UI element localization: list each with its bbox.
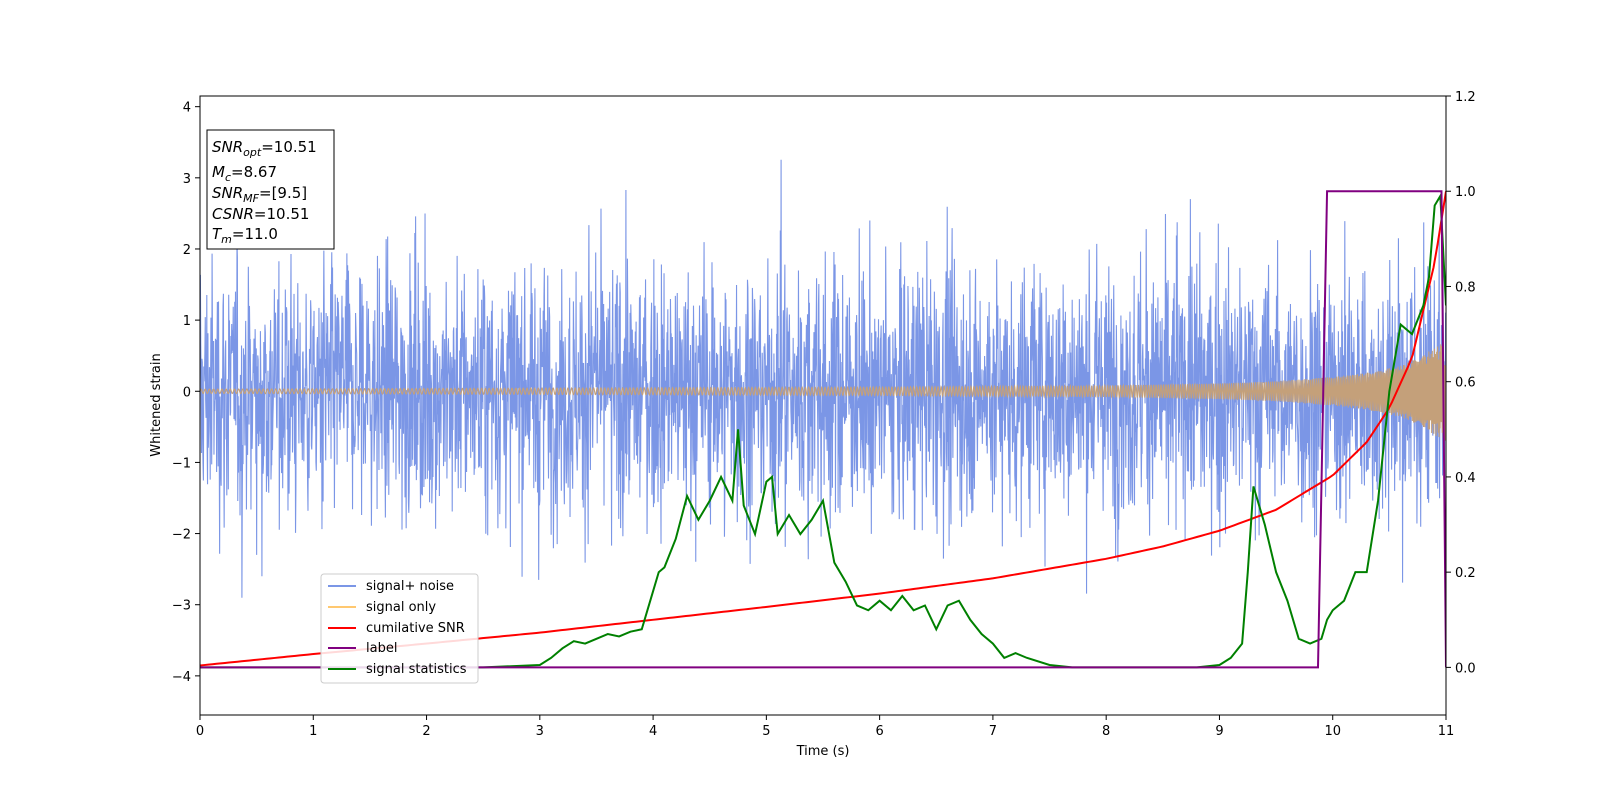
y-tick-label: 1 (183, 314, 191, 329)
axes-layer: 0 1 2 3 4 5 6 7 8 9 10 11 −4 −3 −2 −1 0 1 2 3 4 0.0 0.2 0.4 0.6 0… (172, 90, 1476, 739)
x-tick-label: 10 (1324, 724, 1341, 739)
x-tick-label: 3 (536, 724, 544, 739)
plot-frame (199, 95, 1447, 716)
y-tick-label: 4 (183, 101, 191, 116)
annotation-line-snr-opt: SNRopt=10.51 (212, 138, 317, 159)
x-tick-label: 1 (309, 724, 317, 739)
y-right-tick-label: 1.2 (1455, 90, 1476, 105)
y-right-tick-label: 0.0 (1455, 661, 1476, 676)
annotation-line-csnr: CSNR=10.51 (212, 205, 309, 223)
series-signal-plus-noise (200, 159, 1446, 598)
series-label (200, 190, 1446, 669)
x-tick-label: 9 (1215, 724, 1223, 739)
y-tick-label: 2 (183, 243, 191, 258)
x-tick-label: 0 (196, 724, 204, 739)
annotation-line-snr-mf: SNRMF=[9.5] (212, 184, 307, 205)
x-tick-label: 6 (875, 724, 883, 739)
y-right-tick-label: 1.0 (1455, 185, 1476, 200)
y-tick-label: −1 (172, 456, 191, 471)
legend-label-signal-statistics: signal statistics (366, 662, 467, 677)
y-tick-label: −3 (172, 599, 191, 614)
y-tick-label: −2 (172, 528, 191, 543)
legend-label-signal-only: signal only (366, 600, 436, 615)
series-signal-only (200, 344, 1446, 442)
annotation-line-mc: Mc=8.67 (212, 163, 277, 184)
y-right-tick-label: 0.8 (1455, 280, 1476, 295)
x-tick-label: 8 (1102, 724, 1110, 739)
legend-label-cumilative-snr: cumilative SNR (366, 621, 465, 636)
x-axis-label: Time (s) (796, 744, 850, 759)
x-tick-label: 4 (649, 724, 657, 739)
legend-label-label: label (366, 641, 397, 656)
annotation-box: SNRopt=10.51 Mc=8.67 SNRMF=[9.5] CSNR=10… (206, 129, 335, 250)
x-tick-label: 5 (762, 724, 770, 739)
y-right-tick-label: 0.2 (1455, 566, 1476, 581)
y-tick-label: 3 (183, 172, 191, 187)
y-tick-label: −4 (172, 670, 191, 685)
legend-label-signal-noise: signal+ noise (366, 579, 454, 594)
x-tick-label: 7 (989, 724, 997, 739)
y-right-tick-label: 0.6 (1455, 376, 1476, 391)
series-signal-statistics (200, 192, 1446, 669)
legend: signal+ noise signal only cumilative SNR… (320, 573, 479, 684)
y-right-tick-label: 0.4 (1455, 471, 1476, 486)
annotation-line-tm: Tm=11.0 (212, 225, 278, 246)
x-tick-label: 2 (422, 724, 430, 739)
y-axis-label: Whitened strain (149, 353, 164, 456)
y-tick-label: 0 (183, 385, 191, 400)
x-tick-label: 11 (1438, 724, 1455, 739)
